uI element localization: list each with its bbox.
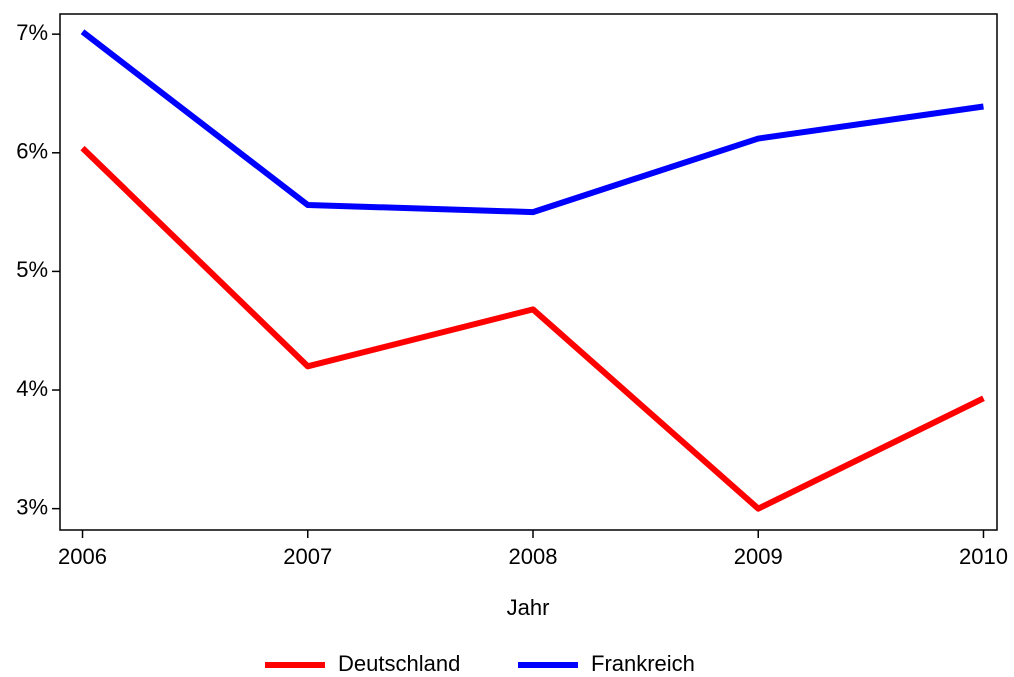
legend-label: Deutschland [338, 651, 460, 676]
y-tick-label: 7% [16, 20, 48, 45]
x-tick-label: 2006 [58, 544, 107, 569]
y-tick-label: 3% [16, 494, 48, 519]
line-series [80, 145, 985, 512]
x-tick-label: 2007 [283, 544, 332, 569]
x-tick-label: 2009 [734, 544, 783, 569]
x-axis-label: Jahr [507, 595, 550, 620]
y-tick-label: 4% [16, 376, 48, 401]
y-tick-label: 6% [16, 139, 48, 164]
legend-label: Frankreich [591, 651, 695, 676]
line-series [80, 29, 984, 216]
plot-frame [59, 13, 998, 531]
y-tick-label: 5% [16, 257, 48, 282]
x-tick-label: 2010 [959, 544, 1008, 569]
x-tick-label: 2008 [509, 544, 558, 569]
